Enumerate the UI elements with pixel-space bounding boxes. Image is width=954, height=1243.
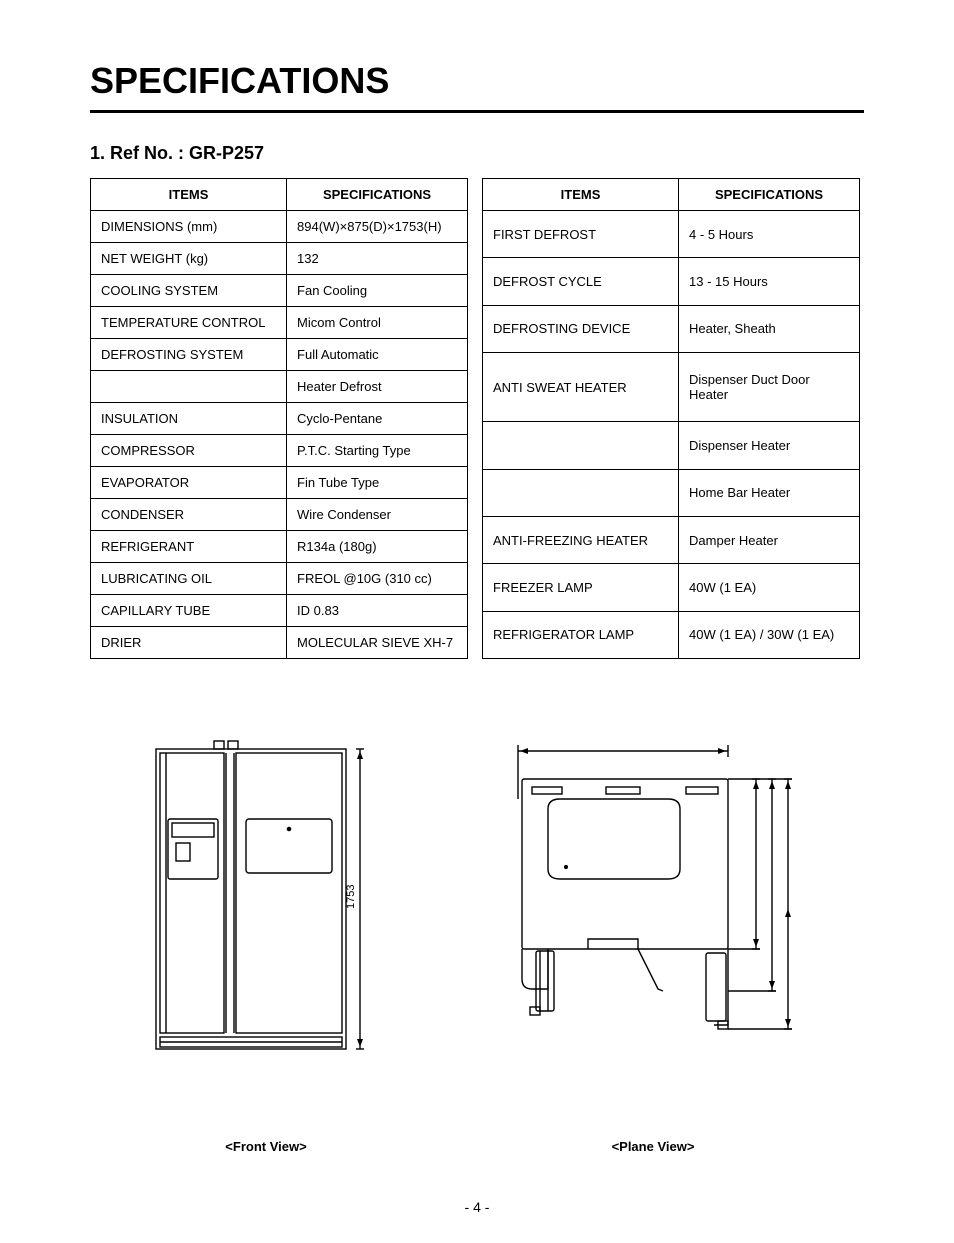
table-header-items: ITEMS bbox=[91, 179, 287, 211]
table-header-specs: SPECIFICATIONS bbox=[679, 179, 860, 211]
page-number: - 4 - bbox=[0, 1199, 954, 1215]
table-cell-item: COOLING SYSTEM bbox=[91, 275, 287, 307]
table-cell-item: DEFROSTING DEVICE bbox=[483, 305, 679, 352]
table-cell-spec: 13 - 15 Hours bbox=[679, 258, 860, 305]
table-row: ANTI-FREEZING HEATERDamper Heater bbox=[483, 517, 860, 564]
table-cell-spec: Full Automatic bbox=[287, 339, 468, 371]
table-row: CAPILLARY TUBEID 0.83 bbox=[91, 595, 468, 627]
table-row: CONDENSERWire Condenser bbox=[91, 499, 468, 531]
table-cell-spec: Heater, Sheath bbox=[679, 305, 860, 352]
table-row: FREEZER LAMP40W (1 EA) bbox=[483, 564, 860, 611]
table-row: DEFROSTING SYSTEMFull Automatic bbox=[91, 339, 468, 371]
table-cell-item bbox=[483, 469, 679, 516]
table-cell-spec: Fan Cooling bbox=[287, 275, 468, 307]
table-cell-item: EVAPORATOR bbox=[91, 467, 287, 499]
page-title: SPECIFICATIONS bbox=[90, 60, 864, 113]
table-cell-item: FREEZER LAMP bbox=[483, 564, 679, 611]
table-row: DIMENSIONS (mm)894(W)×875(D)×1753(H) bbox=[91, 211, 468, 243]
table-cell-spec: R134a (180g) bbox=[287, 531, 468, 563]
table-row: TEMPERATURE CONTROLMicom Control bbox=[91, 307, 468, 339]
table-cell-spec: P.T.C. Starting Type bbox=[287, 435, 468, 467]
plane-view-caption: <Plane View> bbox=[488, 1139, 818, 1154]
table-cell-spec: 40W (1 EA) bbox=[679, 564, 860, 611]
table-cell-item: DEFROSTING SYSTEM bbox=[91, 339, 287, 371]
table-row: DEFROST CYCLE13 - 15 Hours bbox=[483, 258, 860, 305]
page: SPECIFICATIONS 1. Ref No. : GR-P257 ITEM… bbox=[0, 0, 954, 1243]
front-view-diagram: 1753 bbox=[136, 739, 396, 1069]
table-cell-item bbox=[91, 371, 287, 403]
table-header-items: ITEMS bbox=[483, 179, 679, 211]
diagrams-row: 1753 <Front View> bbox=[90, 739, 864, 1154]
plane-view-diagram bbox=[488, 739, 818, 1069]
table-cell-item: DIMENSIONS (mm) bbox=[91, 211, 287, 243]
table-row: REFRIGERANTR134a (180g) bbox=[91, 531, 468, 563]
spec-tables-container: ITEMS SPECIFICATIONS DIMENSIONS (mm)894(… bbox=[90, 178, 864, 659]
table-cell-spec: 40W (1 EA) / 30W (1 EA) bbox=[679, 611, 860, 658]
table-cell-spec: Damper Heater bbox=[679, 517, 860, 564]
table-cell-item: COMPRESSOR bbox=[91, 435, 287, 467]
table-cell-spec: Home Bar Heater bbox=[679, 469, 860, 516]
table-row: DEFROSTING DEVICEHeater, Sheath bbox=[483, 305, 860, 352]
table-cell-item bbox=[483, 422, 679, 469]
table-row: COOLING SYSTEMFan Cooling bbox=[91, 275, 468, 307]
table-cell-spec: ID 0.83 bbox=[287, 595, 468, 627]
table-cell-item: INSULATION bbox=[91, 403, 287, 435]
table-cell-spec: 894(W)×875(D)×1753(H) bbox=[287, 211, 468, 243]
table-cell-spec: Wire Condenser bbox=[287, 499, 468, 531]
table-cell-item: DEFROST CYCLE bbox=[483, 258, 679, 305]
table-cell-item: FIRST DEFROST bbox=[483, 211, 679, 258]
table-row: Heater Defrost bbox=[91, 371, 468, 403]
table-row: NET WEIGHT (kg)132 bbox=[91, 243, 468, 275]
table-row: INSULATIONCyclo-Pentane bbox=[91, 403, 468, 435]
table-cell-item: REFRIGERATOR LAMP bbox=[483, 611, 679, 658]
height-dimension-label: 1753 bbox=[345, 885, 357, 909]
front-view-block: 1753 <Front View> bbox=[136, 739, 396, 1154]
table-cell-spec: Dispenser Duct Door Heater bbox=[679, 352, 860, 421]
table-row: LUBRICATING OILFREOL @10G (310 cc) bbox=[91, 563, 468, 595]
table-row: DRIERMOLECULAR SIEVE XH-7 bbox=[91, 627, 468, 659]
table-cell-spec: Heater Defrost bbox=[287, 371, 468, 403]
table-row: ANTI SWEAT HEATERDispenser Duct Door Hea… bbox=[483, 352, 860, 421]
table-cell-item: LUBRICATING OIL bbox=[91, 563, 287, 595]
ref-number-heading: 1. Ref No. : GR-P257 bbox=[90, 143, 864, 164]
table-cell-spec: FREOL @10G (310 cc) bbox=[287, 563, 468, 595]
table-cell-item: ANTI-FREEZING HEATER bbox=[483, 517, 679, 564]
table-cell-spec: Fin Tube Type bbox=[287, 467, 468, 499]
table-header-specs: SPECIFICATIONS bbox=[287, 179, 468, 211]
table-cell-item: ANTI SWEAT HEATER bbox=[483, 352, 679, 421]
table-row: COMPRESSORP.T.C. Starting Type bbox=[91, 435, 468, 467]
table-row: FIRST DEFROST4 - 5 Hours bbox=[483, 211, 860, 258]
table-cell-spec: Dispenser Heater bbox=[679, 422, 860, 469]
table-row: EVAPORATORFin Tube Type bbox=[91, 467, 468, 499]
table-cell-spec: Cyclo-Pentane bbox=[287, 403, 468, 435]
plane-view-block: <Plane View> bbox=[488, 739, 818, 1154]
front-view-caption: <Front View> bbox=[136, 1139, 396, 1154]
table-row: REFRIGERATOR LAMP40W (1 EA) / 30W (1 EA) bbox=[483, 611, 860, 658]
table-cell-item: TEMPERATURE CONTROL bbox=[91, 307, 287, 339]
table-cell-item: DRIER bbox=[91, 627, 287, 659]
table-cell-spec: 4 - 5 Hours bbox=[679, 211, 860, 258]
table-cell-spec: Micom Control bbox=[287, 307, 468, 339]
table-row: Dispenser Heater bbox=[483, 422, 860, 469]
spec-table-left: ITEMS SPECIFICATIONS DIMENSIONS (mm)894(… bbox=[90, 178, 468, 659]
table-cell-item: CAPILLARY TUBE bbox=[91, 595, 287, 627]
table-cell-spec: 132 bbox=[287, 243, 468, 275]
table-row: Home Bar Heater bbox=[483, 469, 860, 516]
spec-table-right: ITEMS SPECIFICATIONS FIRST DEFROST4 - 5 … bbox=[482, 178, 860, 659]
table-cell-spec: MOLECULAR SIEVE XH-7 bbox=[287, 627, 468, 659]
table-cell-item: NET WEIGHT (kg) bbox=[91, 243, 287, 275]
table-cell-item: REFRIGERANT bbox=[91, 531, 287, 563]
table-cell-item: CONDENSER bbox=[91, 499, 287, 531]
